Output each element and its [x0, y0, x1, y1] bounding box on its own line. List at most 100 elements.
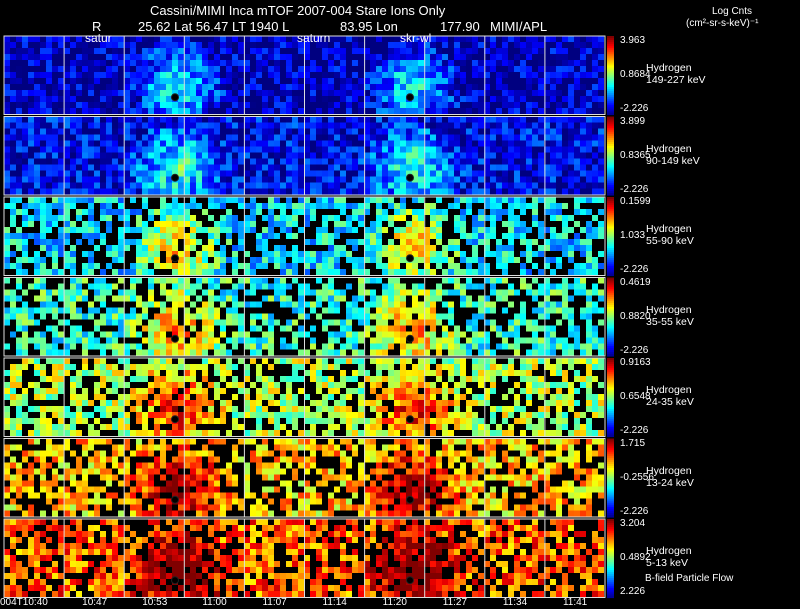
heatmap-cell — [358, 170, 364, 177]
heatmap-cell — [592, 108, 598, 114]
heatmap-cell — [4, 307, 10, 314]
heatmap-cell — [154, 277, 160, 284]
heatmap-cell — [328, 188, 334, 195]
heatmap-cell — [190, 42, 196, 48]
heatmap-cell — [184, 251, 190, 257]
heatmap-cell — [136, 72, 142, 78]
heatmap-cell — [382, 182, 388, 189]
heatmap-cell — [400, 36, 406, 42]
colorbar-segment — [607, 251, 614, 255]
heatmap-cell — [388, 295, 394, 302]
heatmap-cell — [238, 146, 244, 153]
heatmap-cell — [550, 370, 556, 376]
heatmap-cell — [592, 301, 598, 308]
heatmap-cell — [52, 108, 58, 114]
heatmap-cell — [484, 152, 490, 159]
colorbar-segment — [607, 81, 614, 84]
heatmap-cell — [460, 349, 466, 356]
heatmap-cell — [484, 295, 490, 302]
heatmap-cell — [484, 188, 490, 195]
heatmap-cell — [214, 48, 220, 54]
heatmap-cell — [334, 146, 340, 153]
heatmap-cell — [190, 36, 196, 42]
heatmap-cell — [334, 245, 340, 251]
heatmap-cell — [70, 197, 76, 203]
heatmap-cell — [574, 140, 580, 147]
heatmap-cell — [586, 197, 592, 203]
heatmap-cell — [496, 289, 502, 296]
heatmap-cell — [322, 215, 328, 221]
heatmap-cell — [106, 251, 112, 257]
heatmap-cell — [268, 337, 274, 344]
heatmap-cell — [586, 48, 592, 54]
heatmap-cell — [34, 146, 40, 153]
heatmap-cell — [340, 60, 346, 66]
heatmap-cell — [526, 60, 532, 66]
heatmap-cell — [130, 36, 136, 42]
heatmap-cell — [196, 158, 202, 165]
heatmap-cell — [298, 128, 304, 135]
heatmap-cell — [592, 343, 598, 350]
heatmap-cell — [376, 146, 382, 153]
heatmap-cell — [148, 233, 154, 239]
heatmap-cell — [322, 66, 328, 72]
heatmap-cell — [148, 358, 154, 364]
heatmap-cell — [148, 170, 154, 177]
heatmap-cell — [64, 233, 70, 239]
heatmap-cell — [448, 289, 454, 296]
heatmap-cell — [334, 84, 340, 90]
heatmap-cell — [364, 116, 370, 123]
heatmap-cell — [580, 164, 586, 171]
heatmap-cell — [538, 48, 544, 54]
heatmap-cell — [196, 170, 202, 177]
heatmap-cell — [472, 376, 478, 382]
heatmap-cell — [88, 90, 94, 96]
heatmap-cell — [382, 283, 388, 290]
heatmap-cell — [424, 251, 430, 257]
heatmap-cell — [526, 36, 532, 42]
heatmap-cell — [496, 257, 502, 263]
heatmap-cell — [304, 122, 310, 129]
heatmap-cell — [526, 203, 532, 209]
heatmap-cell — [316, 170, 322, 177]
heatmap-cell — [268, 146, 274, 153]
heatmap-cell — [52, 197, 58, 203]
heatmap-cell — [346, 108, 352, 114]
heatmap-cell — [64, 72, 70, 78]
heatmap-cell — [76, 170, 82, 177]
heatmap-cell — [268, 233, 274, 239]
colorbar-segment — [607, 324, 614, 328]
colorbar-segment — [607, 265, 614, 269]
heatmap-cell — [22, 251, 28, 257]
heatmap-cell — [484, 349, 490, 356]
heatmap-cell — [166, 325, 172, 332]
heatmap-cell — [358, 209, 364, 215]
heatmap-cell — [526, 289, 532, 296]
heatmap-cell — [370, 72, 376, 78]
heatmap-cell — [136, 96, 142, 102]
heatmap-cell — [226, 36, 232, 42]
heatmap-cell — [574, 36, 580, 42]
heatmap-cell — [136, 349, 142, 356]
heatmap-cell — [262, 54, 268, 60]
heatmap-cell — [214, 128, 220, 135]
heatmap-cell — [394, 188, 400, 195]
heatmap-cell — [322, 140, 328, 147]
heatmap-cell — [460, 301, 466, 308]
heatmap-cell — [430, 245, 436, 251]
heatmap-cell — [508, 60, 514, 66]
heatmap-cell — [16, 239, 22, 245]
heatmap-cell — [94, 188, 100, 195]
heatmap-cell — [316, 197, 322, 203]
heatmap-cell — [244, 158, 250, 165]
heatmap-cell — [538, 140, 544, 147]
heatmap-cell — [10, 313, 16, 320]
heatmap-cell — [52, 102, 58, 108]
heatmap-cell — [178, 358, 184, 364]
heatmap-cell — [178, 102, 184, 108]
heatmap-cell — [142, 182, 148, 189]
colorbar-segment — [607, 187, 614, 190]
heatmap-cell — [292, 152, 298, 159]
heatmap-cell — [64, 164, 70, 171]
heatmap-cell — [178, 337, 184, 344]
